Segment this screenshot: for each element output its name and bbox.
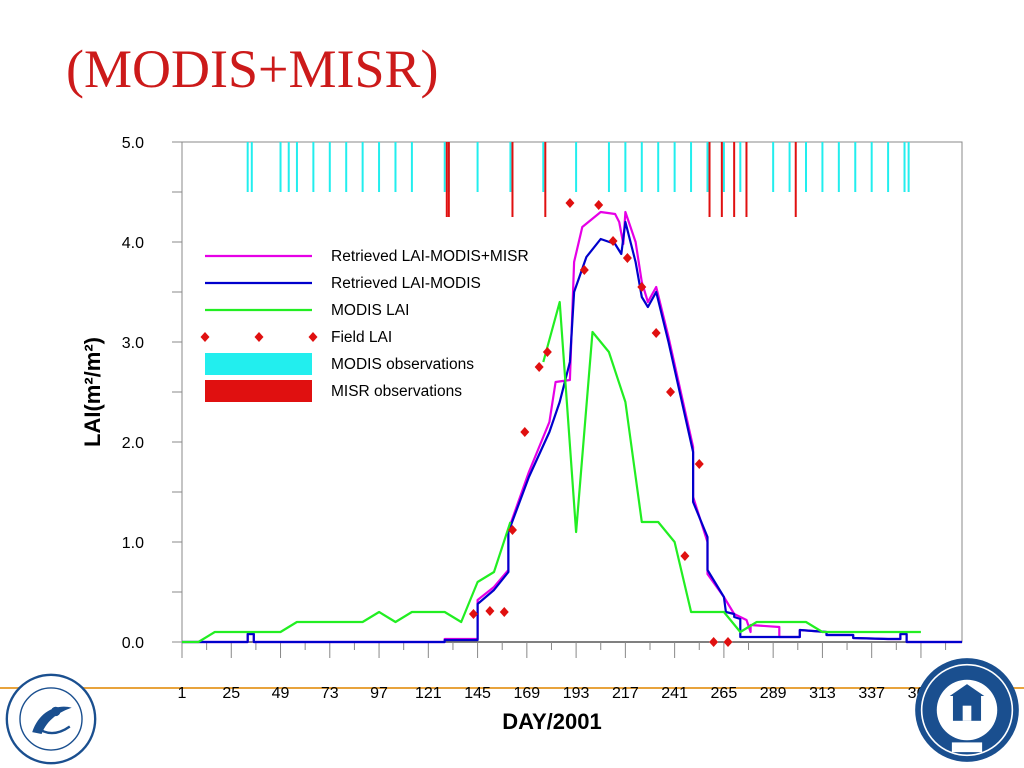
data-lines bbox=[182, 210, 962, 644]
y-tick-label: 1.0 bbox=[122, 535, 144, 552]
field-lai-point bbox=[709, 637, 719, 647]
field-lai-point bbox=[651, 328, 661, 338]
y-tick-label: 0.0 bbox=[122, 635, 144, 652]
y-axis-title: LAI(m²/m²) bbox=[80, 337, 105, 447]
x-tick-label: 193 bbox=[563, 685, 590, 702]
retrieved-lai-modis-misr-line bbox=[182, 210, 962, 644]
y-tick-label: 4.0 bbox=[122, 235, 144, 252]
seal-building-roof bbox=[949, 684, 985, 696]
field-lai-point bbox=[542, 347, 552, 357]
y-tick-label: 2.0 bbox=[122, 435, 144, 452]
seal-year-band bbox=[951, 742, 983, 753]
legend-label-field-lai: Field LAI bbox=[331, 329, 392, 346]
field-lai-point bbox=[468, 609, 478, 619]
legend: Retrieved LAI-MODIS+MISR Retrieved LAI-MO… bbox=[200, 248, 529, 402]
x-tick-label: 241 bbox=[661, 685, 688, 702]
x-tick-label: 145 bbox=[464, 685, 491, 702]
field-lai-point bbox=[579, 265, 589, 275]
x-tick-label: 97 bbox=[370, 685, 388, 702]
legend-label-retrieved-lai-modis-misr: Retrieved LAI-MODIS+MISR bbox=[331, 248, 529, 265]
field-lai-point bbox=[637, 282, 647, 292]
y-tick-label: 3.0 bbox=[122, 335, 144, 352]
field-lai-point bbox=[594, 200, 604, 210]
seal-ring-white bbox=[920, 663, 1014, 757]
legend-label-modis-lai: MODIS LAI bbox=[331, 302, 409, 319]
field-lai-point bbox=[565, 198, 575, 208]
field-points bbox=[468, 198, 733, 647]
lab-logo bbox=[5, 673, 97, 765]
legend-swatch-modis-observations bbox=[205, 353, 312, 375]
field-lai-point bbox=[499, 607, 509, 617]
field-lai-point bbox=[534, 362, 544, 372]
field-lai-point bbox=[507, 525, 517, 535]
legend-swatch-field-lai bbox=[308, 332, 318, 342]
university-seal bbox=[915, 658, 1019, 762]
lab-logo-dot bbox=[51, 706, 61, 717]
lab-logo-arc bbox=[35, 725, 71, 735]
x-tick-label: 121 bbox=[415, 685, 442, 702]
x-tick-label: 337 bbox=[858, 685, 885, 702]
modis-lai-line bbox=[182, 300, 921, 644]
x-tick-label: 73 bbox=[321, 685, 339, 702]
x-tick-label: 49 bbox=[272, 685, 290, 702]
x-axis-title: DAY/2001 bbox=[502, 709, 601, 734]
legend-label-misr-observations: MISR observations bbox=[331, 383, 462, 400]
slide-title: (MODIS+MISR) bbox=[66, 39, 439, 99]
x-tick-label: 169 bbox=[513, 685, 540, 702]
field-lai-point bbox=[520, 427, 530, 437]
y-tick-label: 5.0 bbox=[122, 135, 144, 152]
field-lai-point bbox=[723, 637, 733, 647]
x-tick-label: 265 bbox=[711, 685, 738, 702]
field-lai-point bbox=[666, 387, 676, 397]
field-lai-point bbox=[485, 606, 495, 616]
retrieved-lai-modis-line bbox=[182, 220, 962, 644]
field-lai-point bbox=[608, 236, 618, 246]
legend-label-modis-observations: MODIS observations bbox=[331, 356, 474, 373]
x-tick-label: 217 bbox=[612, 685, 639, 702]
legend-swatch-field-lai bbox=[200, 332, 210, 342]
x-tick-label: 25 bbox=[222, 685, 240, 702]
x-tick-label: 313 bbox=[809, 685, 836, 702]
lab-logo-inner-ring bbox=[19, 687, 83, 751]
x-tick-label: 289 bbox=[760, 685, 787, 702]
x-tick-label: 1 bbox=[178, 685, 187, 702]
field-lai-point bbox=[622, 253, 632, 263]
axes: 0.0 1.0 2.0 3.0 4.0 5.0 1 25 49 73 97 121 145 169 193 2… bbox=[122, 135, 963, 702]
field-lai-point bbox=[680, 551, 690, 561]
seal-building-door bbox=[962, 705, 972, 721]
legend-label-retrieved-lai-modis: Retrieved LAI-MODIS bbox=[331, 275, 481, 292]
observation-ticks bbox=[246, 142, 910, 217]
lab-logo-swoosh bbox=[32, 706, 72, 735]
legend-swatch-field-lai bbox=[254, 332, 264, 342]
legend-swatch-misr-observations bbox=[205, 380, 312, 402]
field-lai-point bbox=[694, 459, 704, 469]
